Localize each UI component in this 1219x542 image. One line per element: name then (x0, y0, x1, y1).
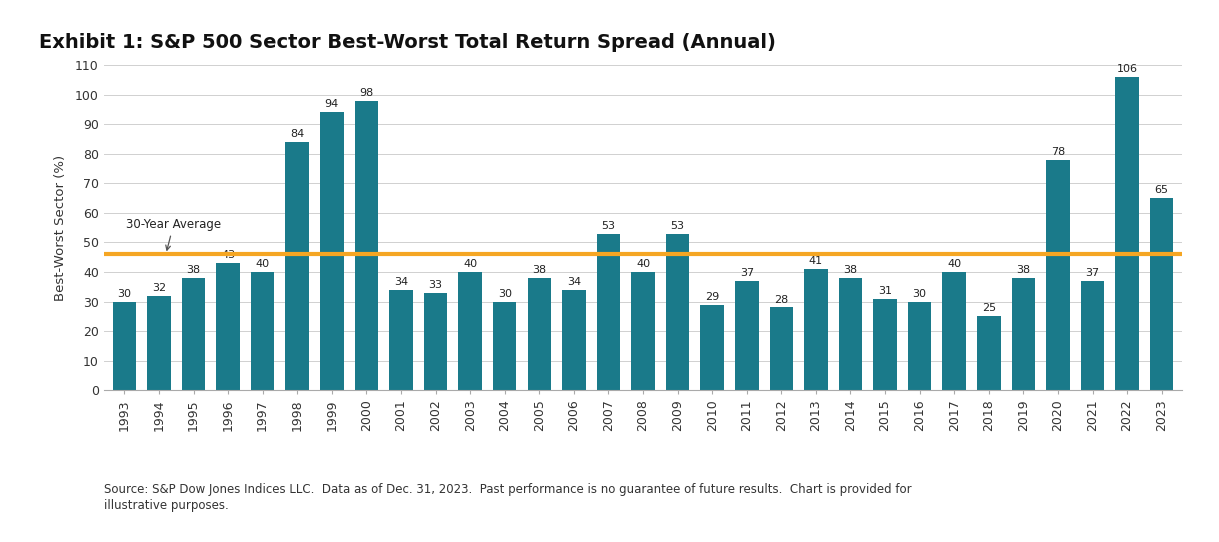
Bar (735, 281, 758, 390)
Text: 37: 37 (740, 268, 753, 278)
Bar (666, 234, 690, 390)
Text: illustrative purposes.: illustrative purposes. (104, 499, 228, 512)
Bar (389, 290, 413, 390)
Text: 94: 94 (324, 99, 339, 109)
Bar (1150, 198, 1174, 390)
Text: 28: 28 (774, 294, 789, 305)
Text: 33: 33 (429, 280, 442, 290)
Text: 34: 34 (394, 277, 408, 287)
Text: 31: 31 (878, 286, 892, 295)
Bar (839, 278, 862, 390)
Text: 53: 53 (601, 221, 616, 230)
Bar (355, 100, 378, 390)
Bar (769, 307, 794, 390)
Bar (492, 301, 517, 390)
Text: 43: 43 (221, 250, 235, 260)
Text: 30: 30 (497, 288, 512, 299)
Text: 40: 40 (256, 259, 269, 269)
Bar (112, 301, 137, 390)
Text: Exhibit 1: S&P 500 Sector Best-Worst Total Return Spread (Annual): Exhibit 1: S&P 500 Sector Best-Worst Tot… (39, 34, 775, 53)
Text: 32: 32 (152, 283, 166, 293)
Text: 30: 30 (117, 288, 132, 299)
Text: 37: 37 (1085, 268, 1100, 278)
Text: 41: 41 (809, 256, 823, 266)
Text: 38: 38 (533, 265, 546, 275)
Text: 78: 78 (1051, 147, 1065, 157)
Text: 38: 38 (187, 265, 201, 275)
Bar (1046, 160, 1070, 390)
Text: 38: 38 (844, 265, 857, 275)
Y-axis label: Best-Worst Sector (%): Best-Worst Sector (%) (54, 154, 67, 301)
Bar (908, 301, 931, 390)
Text: 34: 34 (567, 277, 581, 287)
Bar (562, 290, 585, 390)
Bar (528, 278, 551, 390)
Bar (251, 272, 274, 390)
Text: 65: 65 (1154, 185, 1169, 195)
Bar (701, 305, 724, 390)
Bar (805, 269, 828, 390)
Bar (458, 272, 482, 390)
Bar (321, 112, 344, 390)
Bar (1012, 278, 1035, 390)
Bar (147, 295, 171, 390)
Text: 29: 29 (705, 292, 719, 301)
Bar (631, 272, 655, 390)
Text: 84: 84 (290, 129, 305, 139)
Text: 98: 98 (360, 88, 373, 98)
Text: 30-Year Average: 30-Year Average (126, 218, 221, 250)
Bar (1081, 281, 1104, 390)
Bar (978, 317, 1001, 390)
Bar (873, 299, 897, 390)
Bar (942, 272, 965, 390)
Text: Source: S&P Dow Jones Indices LLC.  Data as of Dec. 31, 2023.  Past performance : Source: S&P Dow Jones Indices LLC. Data … (104, 483, 912, 496)
Bar (424, 293, 447, 390)
Text: 40: 40 (463, 259, 477, 269)
Text: 30: 30 (913, 288, 926, 299)
Text: 40: 40 (636, 259, 650, 269)
Bar (1115, 77, 1139, 390)
Bar (596, 234, 620, 390)
Bar (285, 142, 308, 390)
Bar (182, 278, 205, 390)
Text: 53: 53 (670, 221, 685, 230)
Text: 40: 40 (947, 259, 962, 269)
Text: 38: 38 (1017, 265, 1030, 275)
Text: 25: 25 (981, 304, 996, 313)
Text: 106: 106 (1117, 64, 1137, 74)
Bar (216, 263, 240, 390)
